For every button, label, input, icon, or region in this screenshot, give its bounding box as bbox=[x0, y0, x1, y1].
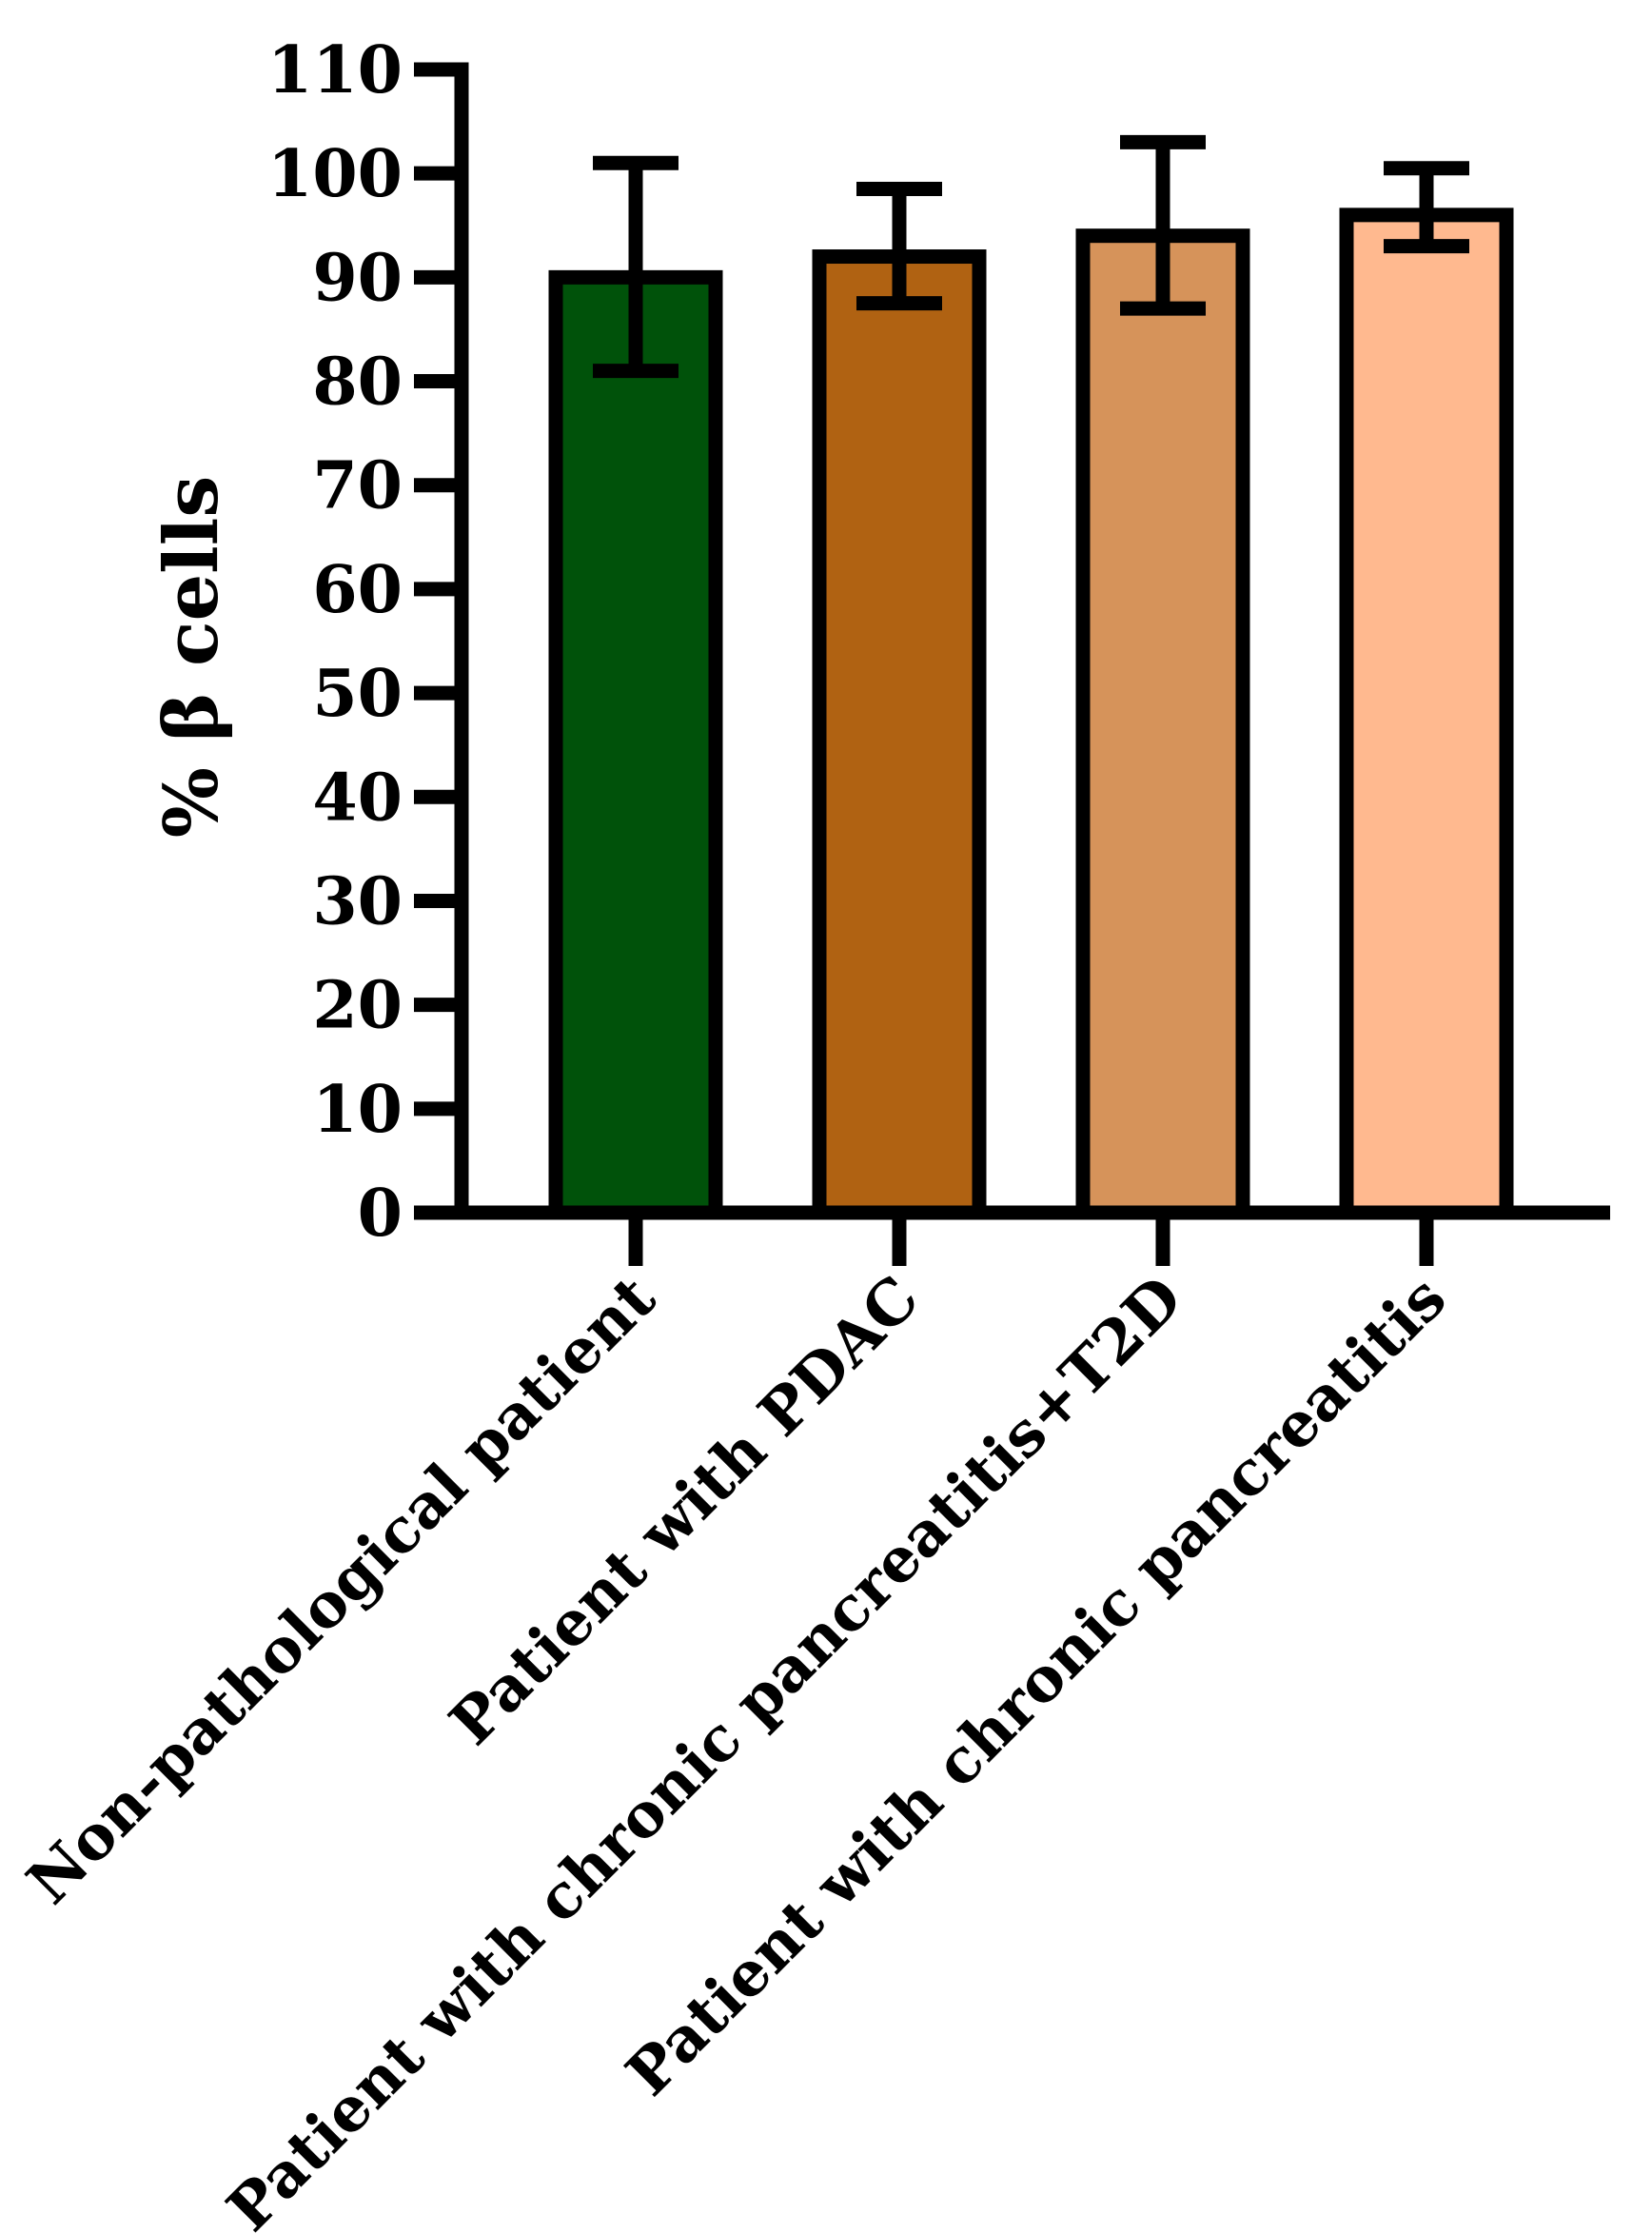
y-tick-label: 80 bbox=[312, 345, 403, 421]
y-tick-label: 60 bbox=[312, 552, 403, 628]
x-category-label: Patient with PDAC bbox=[437, 1262, 934, 1759]
y-tick-label: 100 bbox=[267, 136, 403, 212]
bar bbox=[1075, 228, 1250, 1220]
error-bars-layer bbox=[593, 134, 1469, 379]
y-tick-label: 40 bbox=[312, 760, 403, 836]
x-category-label: Patient with chronic pancreatitis+T2D bbox=[214, 1262, 1197, 2234]
y-ticks-layer: 0 10 20 30 40 50 60 70 80 90 100 110 bbox=[267, 32, 462, 1252]
bar bbox=[548, 269, 723, 1220]
y-tick-label: 50 bbox=[312, 656, 403, 732]
axes-layer bbox=[454, 62, 1610, 1220]
y-tick-label: 30 bbox=[312, 863, 403, 939]
y-tick-label: 110 bbox=[267, 32, 403, 109]
y-tick-label: 20 bbox=[312, 968, 403, 1044]
y-tick-label: 10 bbox=[312, 1072, 403, 1148]
y-axis-title: % β cells bbox=[148, 476, 235, 839]
bar bbox=[1339, 208, 1514, 1220]
y-tick-label: 90 bbox=[312, 240, 403, 316]
y-tick-label: 70 bbox=[312, 448, 403, 524]
bar bbox=[812, 249, 987, 1220]
y-tick-label: 0 bbox=[358, 1176, 403, 1252]
bars-layer bbox=[548, 208, 1514, 1220]
